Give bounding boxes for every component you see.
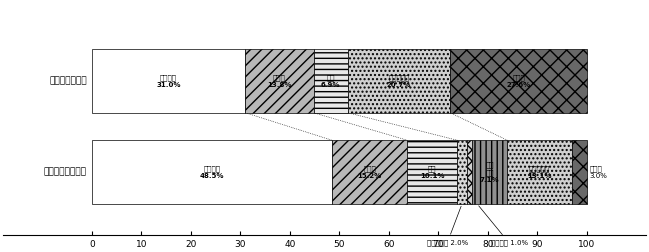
Text: 遅ぶ
10.1%: 遅ぶ 10.1% — [420, 165, 445, 179]
Bar — [92, 49, 245, 113]
Text: 入院をしている: 入院をしている — [49, 77, 87, 85]
Text: 学校行事 1.0%: 学校行事 1.0% — [479, 206, 528, 246]
Text: 入院をしていない: 入院をしていない — [44, 167, 87, 176]
Text: 遅ぶ
6.9%: 遅ぶ 6.9% — [321, 74, 341, 88]
Text: あいさつ
31.0%: あいさつ 31.0% — [156, 74, 181, 88]
Text: あいさつ
48.5%: あいさつ 48.5% — [200, 165, 224, 179]
Bar — [472, 140, 507, 204]
Text: 無回答
3.0%: 無回答 3.0% — [589, 165, 607, 179]
Bar — [332, 140, 407, 204]
Text: 地域
活動
7.1%: 地域 活動 7.1% — [480, 161, 499, 182]
Bar — [92, 140, 332, 204]
Text: 無回答
27.6%: 無回答 27.6% — [506, 74, 531, 88]
Text: 世間話
13.8%: 世間話 13.8% — [267, 74, 291, 88]
Bar — [507, 140, 572, 204]
Bar — [407, 140, 457, 204]
Text: スポーツ等 2.0%: スポーツ等 2.0% — [426, 206, 468, 246]
Bar — [313, 49, 348, 113]
Bar — [450, 49, 587, 113]
Bar — [457, 140, 467, 204]
Text: 世間話
15.2%: 世間話 15.2% — [358, 165, 382, 179]
Bar — [245, 49, 313, 113]
Text: していない
13.1%: していない 13.1% — [527, 165, 552, 179]
Bar — [348, 49, 450, 113]
Bar — [572, 140, 587, 204]
Text: していない
20.7%: していない 20.7% — [387, 74, 411, 88]
Bar — [467, 140, 472, 204]
